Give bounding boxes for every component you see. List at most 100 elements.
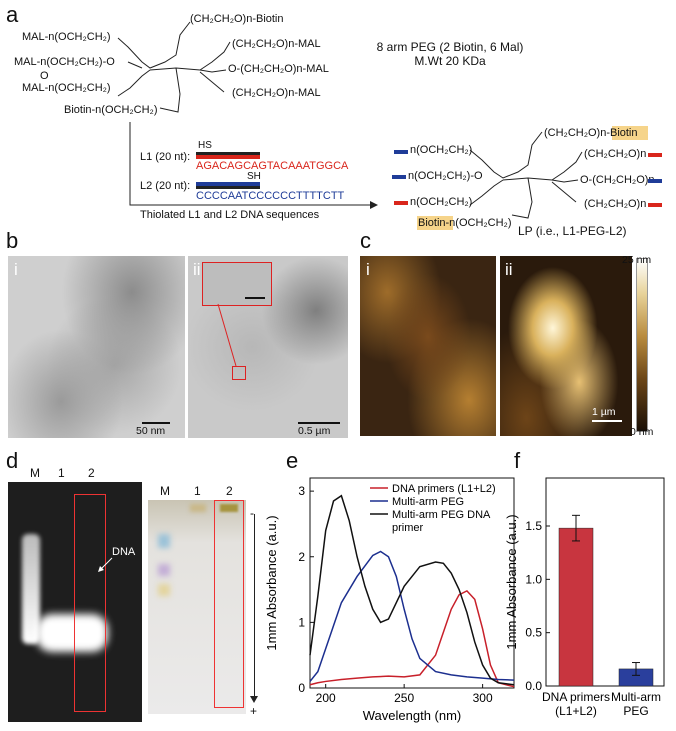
panel-letter-c: c [360,228,371,253]
scale-label: 50 nm [136,425,166,437]
panel-letter-a: a [6,2,19,27]
sub-label-ii: ii [193,260,201,279]
zoom-connector [217,303,237,367]
afm-image-ii: ii 1 µm [500,256,632,436]
tem-image-ii: ii 0.5 µm [188,256,348,438]
peg-arm-left-3: MAL-n(OCH₂CH₂) [22,82,111,94]
thiolated-caption: Thiolated L1 and L2 DNA sequences [140,209,320,221]
bar-1 [558,527,594,687]
product-l2-stub [392,175,406,179]
l2-label: L2 (20 nt): [140,180,191,192]
peg-arm-left-1: MAL-n(OCH₂CH₂) [22,31,111,43]
biotin-highlight [417,216,453,230]
series-line-2 [309,550,515,682]
lane-label-2: 2 [226,484,233,498]
marker-band [158,584,170,596]
polarity-plus: + [250,704,258,718]
afm-image-i: i [360,256,496,436]
peg-title: 8 arm PEG (2 Biotin, 6 Mal) [376,40,524,54]
product-arm-right-1: (CH₂CH₂O)n-Biotin [544,127,638,139]
absorbance-spectrum-chart: 200 250 300 0 1 2 3 Wavelength (nm) 1mm Absorban… [264,477,515,723]
panel-letter-f: f [514,448,521,473]
y-tick-label: 0.5 [525,626,542,640]
colorbar-top-label: 25 nm [622,254,652,266]
l2-strand [196,182,260,186]
lane-label-2: 2 [88,466,95,480]
l1-strand [196,155,260,159]
product-l2-stub [394,150,408,154]
sub-label-i: i [14,260,18,279]
legend-label: Multi-arm PEG DNA primer [392,509,491,534]
series-line-3 [309,494,515,686]
y-axis-label: 1mm Absorbance (a.u.) [504,514,519,649]
product-arm-left-3: n(OCH₂CH₂) [410,196,473,208]
oxygen-atom: O [40,70,49,82]
plot-frame [545,477,665,687]
peg-arm-right-2: (CH₂CH₂O)n-MAL [232,38,321,50]
peg-description: 8 arm PEG (2 Biotin, 6 Mal) M.Wt 20 KDa [370,40,530,68]
marker-band [158,564,170,576]
gel-image-fluorescent: DNA [8,482,142,722]
peg-bond-lines [117,21,583,219]
l2-thiol-tag: SH [247,171,261,182]
migration-arrowhead [250,696,258,703]
lane-label-1: 1 [58,466,65,480]
lane-label-1: 1 [194,484,201,498]
dna-label: DNA [112,546,136,558]
series-line-1 [309,589,515,688]
y-tick-label: 0.0 [525,679,542,693]
scale-bar [142,422,170,424]
product-arm-left-2: n(OCH₂CH₂)-O [408,170,483,182]
absorbance-bar-chart: 0.0 0.5 1.0 1.5 1mm Absorbance (a.u.) DNA pri… [504,477,665,718]
lane-highlight-box [214,500,244,708]
product-l1-stub [394,201,408,205]
scale-label: 0.5 µm [298,425,331,437]
lane-label-m: M [30,466,40,480]
product-arm-left-1: n(OCH₂CH₂) [410,144,473,156]
panel-letter-b: b [6,228,19,253]
gel-band [22,534,40,644]
inset-scale-bar [245,297,265,299]
lane-highlight-box [74,494,106,712]
product-l1-stub [648,203,662,207]
l1-thiol-tag: HS [198,140,212,151]
x-axis-label: Wavelength (nm) [363,708,462,723]
y-tick-label: 1.5 [525,519,542,533]
sub-label-i: i [366,260,370,279]
y-tick-label: 1.0 [525,572,542,586]
plot-frame [309,477,515,689]
biotin-highlight [612,126,648,140]
sub-label-ii: ii [505,260,513,279]
marker-band [158,534,170,548]
tem-image-i: i 50 nm [8,256,185,438]
scale-bar [592,420,622,422]
y-tick-label: 3 [298,484,305,498]
dna-pointer-arrow [98,557,113,572]
product-l1-stub [648,153,662,157]
y-tick-label: 2 [298,550,305,564]
x-tick-label: 300 [473,691,493,705]
zoom-inset [202,262,272,306]
lane-label-m: M [160,484,170,498]
product-arm-right-4: (CH₂CH₂O)n [584,198,647,210]
l1-sequence: AGACAGCAGTACAAATGGCA [196,160,349,172]
legend-label: Multi-arm PEG [392,496,464,508]
y-tick-label: 1 [298,615,305,629]
y-axis-label: 1mm Absorbance (a.u.) [264,515,279,650]
scale-label: 1 µm [592,406,616,418]
l2-linker-line [196,186,260,189]
product-arm-right-2: (CH₂CH₂O)n [584,148,647,160]
peg-arm-right-4: (CH₂CH₂O)n-MAL [232,87,321,99]
x-tick-label: 200 [316,691,336,705]
height-colorbar [636,258,648,432]
legend-label: DNA primers (L1+L2) [392,483,496,495]
l2-sequence: CCCCAATCCCCCCTTTTCTT [196,190,345,202]
x-tick-label: 250 [394,691,414,705]
y-tick-label: 0 [298,681,305,695]
sample-band [190,504,206,512]
l1-linker-line [196,152,260,155]
polarity-minus: - [250,506,254,520]
product-arm-right-3: O-(CH₂CH₂O)n [580,174,655,186]
peg-arm-right-3: O-(CH₂CH₂O)n-MAL [228,63,329,75]
lp-caption: LP (i.e., L1-PEG-L2) [518,224,627,238]
